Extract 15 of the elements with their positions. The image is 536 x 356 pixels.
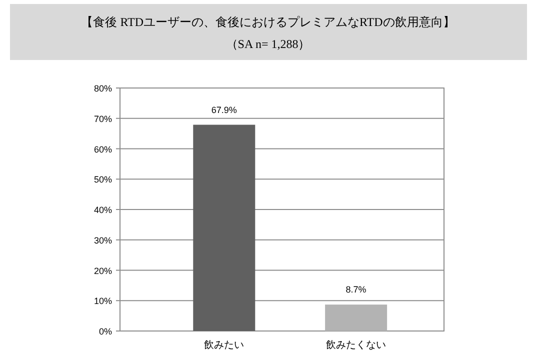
- y-tick-label: 0%: [98, 326, 112, 336]
- x-tick-label: 飲みたくない: [326, 340, 386, 351]
- y-tick-label: 60%: [94, 144, 112, 154]
- y-tick-label: 10%: [94, 296, 112, 306]
- x-tick-label: 飲みたい: [204, 340, 244, 351]
- y-tick-label: 80%: [94, 84, 112, 94]
- chart-subtitle: （SA n= 1,288）: [226, 37, 310, 51]
- y-tick-label: 40%: [94, 205, 112, 215]
- data-label: 67.9%: [211, 104, 237, 115]
- data-label: 8.7%: [346, 284, 366, 295]
- y-tick-label: 50%: [94, 174, 112, 185]
- y-tick-label: 20%: [94, 266, 112, 276]
- chart-title: 【食後 RTDユーザーの、食後におけるプレミアムなRTDの飲用意向】: [81, 15, 455, 29]
- y-tick-label: 30%: [94, 235, 112, 246]
- y-tick-label: 70%: [94, 114, 112, 124]
